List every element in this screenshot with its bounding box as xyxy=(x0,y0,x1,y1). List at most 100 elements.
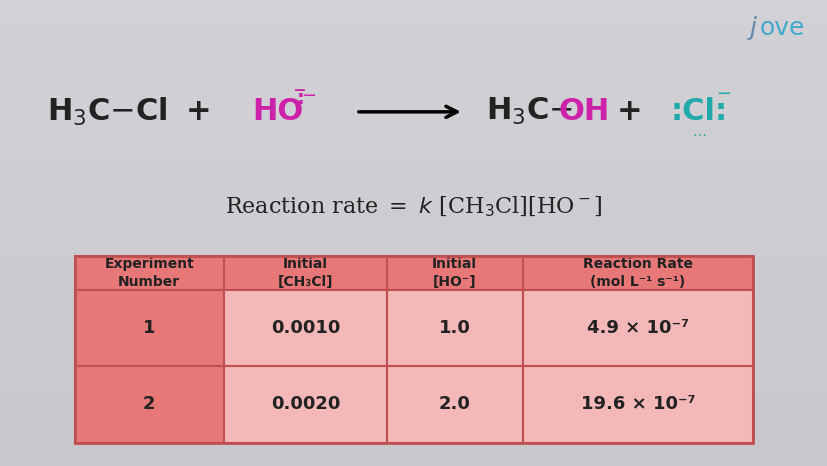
Bar xyxy=(522,366,753,443)
Text: Initial
[CH₃Cl]: Initial [CH₃Cl] xyxy=(277,257,332,289)
Bar xyxy=(0,345,827,350)
Text: 4.9 × 10⁻⁷: 4.9 × 10⁻⁷ xyxy=(586,319,688,337)
Text: 19.6 × 10⁻⁷: 19.6 × 10⁻⁷ xyxy=(580,396,695,413)
Bar xyxy=(0,186,827,191)
Bar xyxy=(0,419,827,424)
Bar xyxy=(0,0,827,5)
Bar xyxy=(0,457,827,461)
Bar xyxy=(522,290,753,366)
Bar xyxy=(0,373,827,377)
Bar xyxy=(0,298,827,303)
Text: OH: OH xyxy=(557,97,609,126)
Bar xyxy=(74,290,223,366)
Bar xyxy=(0,350,827,354)
Text: 1: 1 xyxy=(143,319,155,337)
Bar xyxy=(0,242,827,247)
Bar xyxy=(0,205,827,210)
Text: 2.0: 2.0 xyxy=(438,396,470,413)
Text: ove: ove xyxy=(759,16,804,40)
Bar xyxy=(0,303,827,308)
Bar xyxy=(0,93,827,98)
Bar xyxy=(0,405,827,410)
Bar xyxy=(0,447,827,452)
Bar xyxy=(0,284,827,289)
Bar xyxy=(0,79,827,84)
Text: Experiment
Number: Experiment Number xyxy=(104,257,194,289)
Bar xyxy=(0,14,827,19)
Bar xyxy=(0,387,827,391)
Bar xyxy=(0,126,827,130)
Bar xyxy=(0,149,827,154)
Bar xyxy=(0,33,827,37)
Bar xyxy=(0,377,827,382)
Bar xyxy=(0,47,827,51)
Bar xyxy=(0,289,827,294)
Bar xyxy=(0,182,827,186)
Bar xyxy=(0,340,827,345)
Bar xyxy=(0,415,827,419)
Bar xyxy=(0,294,827,298)
Bar xyxy=(223,290,386,366)
Bar xyxy=(0,107,827,112)
Bar xyxy=(0,172,827,177)
Text: −: − xyxy=(715,85,730,103)
Bar xyxy=(0,317,827,322)
Bar xyxy=(0,23,827,28)
Text: H$_3$C$-$Cl: H$_3$C$-$Cl xyxy=(47,96,168,128)
Bar xyxy=(0,98,827,103)
Text: 0.0020: 0.0020 xyxy=(270,396,340,413)
Bar xyxy=(0,266,827,270)
Bar xyxy=(0,433,827,438)
Bar xyxy=(0,410,827,415)
Bar xyxy=(0,56,827,61)
Text: Reaction rate $=$ $k$ [CH$_3$Cl][HO$^-$]: Reaction rate $=$ $k$ [CH$_3$Cl][HO$^-$] xyxy=(225,195,602,219)
Text: HO: HO xyxy=(251,97,303,126)
Text: Reaction Rate
(mol L⁻¹ s⁻¹): Reaction Rate (mol L⁻¹ s⁻¹) xyxy=(582,257,692,289)
Bar xyxy=(0,401,827,405)
Text: 0.0010: 0.0010 xyxy=(270,319,340,337)
Bar xyxy=(0,461,827,466)
Bar xyxy=(0,177,827,182)
Bar xyxy=(0,261,827,266)
Bar xyxy=(0,275,827,280)
Bar xyxy=(74,256,753,443)
Bar xyxy=(0,200,827,205)
Bar xyxy=(0,252,827,256)
Bar xyxy=(0,336,827,340)
Bar xyxy=(0,5,827,9)
Bar xyxy=(0,154,827,158)
Bar xyxy=(0,424,827,429)
Bar xyxy=(0,219,827,224)
Bar xyxy=(0,214,827,219)
Bar xyxy=(0,233,827,238)
Bar xyxy=(0,368,827,373)
Bar xyxy=(0,158,827,163)
Bar xyxy=(0,70,827,75)
Bar xyxy=(0,9,827,14)
Bar xyxy=(0,331,827,336)
Bar xyxy=(0,391,827,396)
Text: Initial
[HO⁻]: Initial [HO⁻] xyxy=(432,257,476,289)
Bar xyxy=(0,308,827,312)
Bar xyxy=(0,121,827,126)
Bar xyxy=(0,326,827,331)
Bar xyxy=(0,144,827,149)
Bar xyxy=(0,135,827,140)
Bar xyxy=(0,312,827,317)
Bar xyxy=(0,84,827,89)
Bar xyxy=(0,19,827,23)
Text: +: + xyxy=(616,97,641,126)
Bar xyxy=(0,247,827,252)
Bar xyxy=(223,366,386,443)
Bar xyxy=(0,228,827,233)
Bar xyxy=(0,382,827,387)
Bar xyxy=(0,28,827,33)
Bar xyxy=(0,438,827,443)
Text: :̅: :̅ xyxy=(296,89,304,108)
Bar xyxy=(0,359,827,363)
Bar xyxy=(0,210,827,214)
Bar xyxy=(386,366,522,443)
Bar xyxy=(0,112,827,116)
Bar xyxy=(0,256,827,261)
Bar xyxy=(0,429,827,433)
